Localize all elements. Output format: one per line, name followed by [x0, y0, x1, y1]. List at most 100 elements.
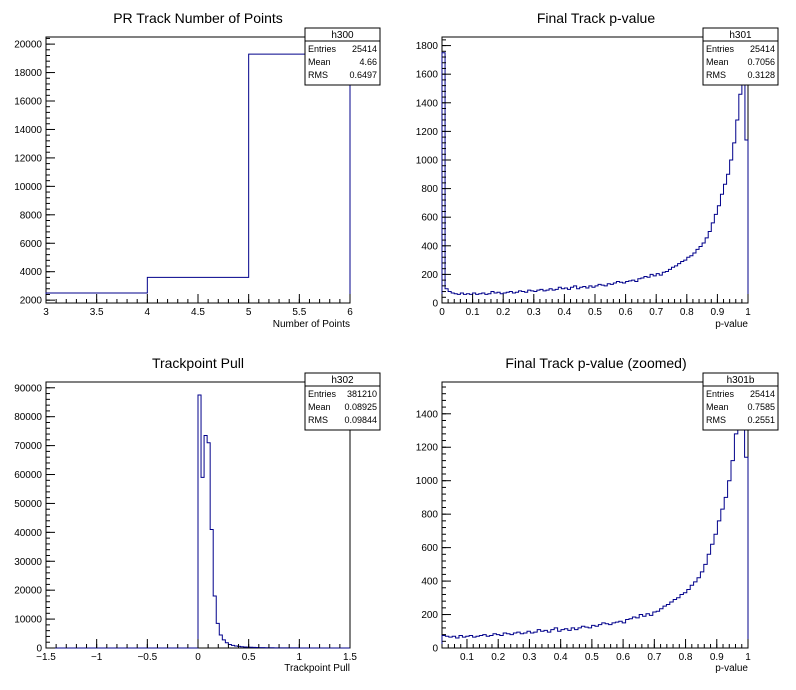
stats-box: h301 Entries 25414 Mean 0.7056 RMS 0.312…: [702, 27, 779, 86]
x-tick-label: 0.9: [710, 652, 724, 663]
stats-label: RMS: [308, 415, 328, 425]
y-tick-label: 1000: [416, 155, 439, 166]
stats-label: Mean: [706, 402, 729, 412]
x-tick-label: 0.2: [496, 307, 510, 318]
stats-label: Entries: [706, 44, 735, 54]
stats-label: Entries: [308, 389, 337, 399]
x-tick-label: 0.5: [242, 652, 256, 663]
stats-box: h302 Entries 381210 Mean 0.08925 RMS 0.0…: [304, 372, 381, 431]
x-tick-label: 0.1: [460, 652, 474, 663]
stats-label: Mean: [308, 57, 331, 67]
y-tick-label: 600: [421, 213, 438, 224]
y-tick-label: 1200: [416, 443, 439, 454]
plot-area: 3 3.5 4 4.5 5 5.5 6 2000 4000 6000 8000 10000 12000 1…: [14, 36, 353, 318]
y-tick-label: 0: [432, 644, 438, 655]
stats-label: Mean: [706, 57, 729, 67]
y-tick-label: 8000: [20, 210, 43, 221]
stats-value: 25414: [750, 389, 775, 399]
x-tick-label: 0.8: [679, 652, 693, 663]
stats-label: Entries: [308, 44, 337, 54]
y-tick-label: 20000: [14, 40, 42, 51]
stats-value: 25414: [750, 44, 775, 54]
y-tick-label: 800: [421, 510, 438, 521]
panel-final-track-pvalue-zoomed: Final Track p-value (zoomed) 0.1 0.2 0.3 0.…: [416, 355, 779, 674]
y-tick-label: 10000: [14, 182, 42, 193]
stats-value: 0.6497: [349, 70, 377, 80]
y-tick-label: 18000: [14, 68, 42, 79]
x-tick-label: 0: [195, 652, 201, 663]
stats-label: RMS: [308, 70, 328, 80]
x-tick-label: 0: [439, 307, 445, 318]
y-tick-label: 80000: [14, 412, 42, 423]
y-tick-label: 200: [421, 610, 438, 621]
stats-value: 0.2551: [747, 415, 775, 425]
plot-area: 0 0.1 0.2 0.3 0.4 0.5 0.6 0.7 0.8 0.9 1 0 200 400 600 8…: [416, 36, 751, 318]
y-tick-label: 1200: [416, 127, 439, 138]
y-tick-label: 600: [421, 543, 438, 554]
stats-value: 0.08925: [344, 402, 377, 412]
y-tick-label: 0: [432, 299, 438, 310]
x-tick-label: 0.8: [680, 307, 694, 318]
stats-label: Entries: [706, 389, 735, 399]
x-tick-label: 1: [297, 652, 303, 663]
x-axis-label: Number of Points: [273, 319, 350, 330]
x-tick-label: 5.5: [292, 307, 306, 318]
y-tick-label: 400: [421, 241, 438, 252]
x-tick-label: 0.5: [585, 652, 599, 663]
x-tick-label: 4: [145, 307, 151, 318]
y-tick-label: 12000: [14, 153, 42, 164]
y-tick-label: 30000: [14, 557, 42, 568]
y-tick-label: 1800: [416, 41, 439, 52]
stats-value: 25414: [352, 44, 377, 54]
x-tick-label: 6: [347, 307, 353, 318]
x-tick-label: 0.2: [491, 652, 505, 663]
stats-label: RMS: [706, 70, 726, 80]
x-tick-label: 5: [246, 307, 252, 318]
stats-box: h301b Entries 25414 Mean 0.7585 RMS 0.25…: [702, 372, 779, 431]
x-tick-label: −1.5: [36, 652, 56, 663]
x-axis-label: Trackpoint Pull: [284, 663, 350, 674]
stats-value: 0.09844: [344, 415, 377, 425]
y-tick-label: 16000: [14, 97, 42, 108]
plot-area: 0.1 0.2 0.3 0.4 0.5 0.6 0.7 0.8 0.9 1 0 200 400 600 80…: [416, 381, 751, 663]
stats-box-name: h300: [331, 30, 354, 41]
stats-box-name: h302: [331, 375, 354, 386]
histogram-series: [441, 52, 749, 303]
stats-value: 0.7585: [747, 402, 775, 412]
histogram-series: [441, 386, 749, 648]
y-tick-label: 1400: [416, 98, 439, 109]
x-tick-label: 0.7: [647, 652, 661, 663]
x-axis-label: p-value: [715, 319, 748, 330]
x-tick-label: 0.4: [557, 307, 571, 318]
x-tick-label: 1.5: [343, 652, 357, 663]
plot-area: −1.5 −1 −0.5 0 0.5 1 1.5 0 10000 20000 30000 40000 5…: [14, 381, 357, 663]
stats-label: RMS: [706, 415, 726, 425]
x-tick-label: 4.5: [191, 307, 205, 318]
x-tick-label: 0.7: [649, 307, 663, 318]
x-tick-label: 0.6: [619, 307, 633, 318]
y-tick-label: 10000: [14, 615, 42, 626]
x-tick-label: −1: [91, 652, 103, 663]
panel-pr-track-points: PR Track Number of Points 3 3.5 4 4.5 5 5.5 6 2…: [14, 10, 381, 330]
y-tick-label: 1000: [416, 476, 439, 487]
y-tick-label: 400: [421, 577, 438, 588]
chart-title: Final Track p-value: [537, 10, 655, 26]
x-tick-label: 0.3: [522, 652, 536, 663]
panel-trackpoint-pull: Trackpoint Pull −1.5 −1 −0.5 0 0.5 1 1.5 0 10000…: [14, 355, 381, 674]
y-tick-label: 0: [36, 644, 42, 655]
x-tick-label: 0.3: [527, 307, 541, 318]
y-tick-label: 4000: [20, 267, 43, 278]
stats-value: 381210: [347, 389, 377, 399]
x-tick-label: 0.1: [466, 307, 480, 318]
y-tick-label: 50000: [14, 499, 42, 510]
y-tick-label: 6000: [20, 239, 43, 250]
stats-box-name: h301b: [727, 375, 755, 386]
y-tick-label: 20000: [14, 586, 42, 597]
chart-title: Final Track p-value (zoomed): [505, 355, 686, 371]
y-tick-label: 200: [421, 270, 438, 281]
x-tick-label: 0.5: [588, 307, 602, 318]
y-tick-label: 70000: [14, 441, 42, 452]
y-tick-label: 1400: [416, 409, 439, 420]
stats-box-name: h301: [729, 30, 752, 41]
x-tick-label: 3: [43, 307, 49, 318]
